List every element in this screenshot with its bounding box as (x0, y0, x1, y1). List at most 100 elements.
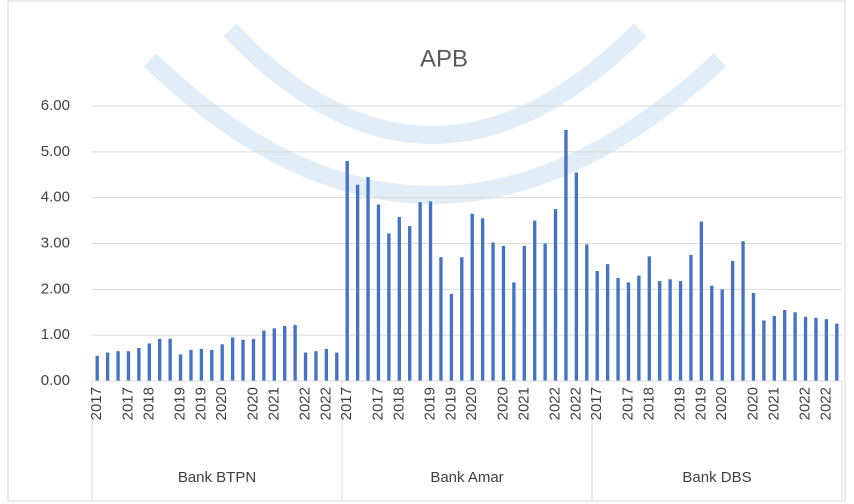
bar (355, 184, 360, 381)
bar (158, 338, 162, 381)
x-tick-label: 2018 (140, 387, 157, 420)
bar (699, 221, 704, 381)
bar (293, 325, 297, 381)
bar (95, 355, 99, 381)
bar (678, 281, 683, 381)
y-tick-label: 1.00 (41, 326, 70, 343)
x-tick-label: 2022 (317, 387, 334, 420)
bar (168, 338, 172, 381)
y-tick-label: 5.00 (41, 143, 70, 160)
bar (220, 344, 224, 381)
bar (533, 220, 537, 381)
bar (439, 257, 443, 381)
x-tick-label: 2018 (390, 387, 407, 420)
bar (720, 289, 724, 381)
x-tick-label: 2019 (442, 387, 459, 420)
x-tick-label: 2020 (213, 387, 230, 420)
x-tick-label: 2021 (765, 387, 782, 420)
bar (376, 204, 381, 381)
y-tick-label: 6.00 (41, 97, 70, 114)
bar (783, 309, 787, 381)
x-tick-label: 2017 (588, 387, 605, 420)
bar (585, 244, 589, 381)
chart-frame (7, 0, 846, 502)
bar (116, 351, 120, 381)
bar (189, 349, 193, 381)
bar (626, 282, 631, 381)
x-tick-label: 2017 (119, 387, 136, 420)
x-tick-label: 2017 (88, 387, 105, 420)
bar (824, 319, 829, 381)
x-tick-label: 2022 (797, 387, 814, 420)
bar (408, 226, 412, 381)
x-tick-label: 2020 (463, 387, 480, 420)
x-tick-label: 2019 (692, 387, 709, 420)
group-label: Bank DBS (682, 469, 751, 486)
bar (324, 348, 329, 381)
bar (658, 281, 662, 381)
x-tick-label: 2022 (297, 387, 314, 420)
bar (803, 316, 808, 381)
bar (814, 317, 818, 381)
bar (345, 161, 349, 381)
bar (668, 279, 672, 381)
x-tick-label: 2020 (244, 387, 261, 420)
x-tick-label: 2018 (640, 387, 657, 420)
bar (835, 323, 839, 381)
bar (147, 343, 151, 381)
x-tick-label: 2017 (369, 387, 386, 420)
bar (210, 349, 214, 381)
bar (595, 271, 599, 381)
bar (689, 254, 693, 381)
bar (105, 352, 110, 381)
bar (543, 243, 547, 381)
bar (710, 285, 714, 381)
chart-title: APB (420, 45, 468, 72)
bar (605, 264, 610, 381)
x-tick-label: 2021 (515, 387, 532, 420)
x-tick-label: 2017 (619, 387, 636, 420)
bar (553, 209, 558, 381)
x-tick-label: 2020 (744, 387, 761, 420)
group-label: Bank BTPN (178, 469, 256, 486)
y-tick-label: 2.00 (41, 280, 70, 297)
bar (491, 242, 495, 381)
bar (178, 354, 183, 381)
bar (793, 312, 797, 381)
bar (387, 233, 391, 381)
bar (335, 352, 339, 381)
bar (366, 177, 370, 381)
bar (574, 172, 579, 381)
bar (751, 293, 756, 381)
bar (647, 256, 651, 381)
bar (126, 351, 131, 381)
bar (512, 282, 516, 381)
bar (564, 129, 568, 381)
bar (303, 352, 308, 381)
bar (762, 320, 766, 381)
bar (230, 337, 235, 381)
bar (616, 277, 620, 381)
bar (199, 348, 204, 381)
y-tick-label: 3.00 (41, 234, 70, 251)
x-tick-label: 2019 (172, 387, 189, 420)
x-tick-label: 2022 (547, 387, 564, 420)
bar (480, 218, 485, 381)
bar (241, 339, 245, 381)
bar (460, 257, 464, 381)
x-tick-label: 2019 (672, 387, 689, 420)
x-tick-label: 2019 (422, 387, 439, 420)
bar (501, 245, 506, 381)
bar (262, 330, 266, 381)
watermark (143, 23, 727, 204)
bar (314, 351, 318, 381)
bar (283, 326, 287, 381)
x-tick-label: 2020 (713, 387, 730, 420)
bar (637, 275, 641, 381)
bar (470, 213, 474, 381)
x-tick-label: 2022 (817, 387, 834, 420)
y-tick-label: 4.00 (41, 189, 70, 206)
bar (272, 328, 276, 381)
group-label: Bank Amar (430, 469, 503, 486)
